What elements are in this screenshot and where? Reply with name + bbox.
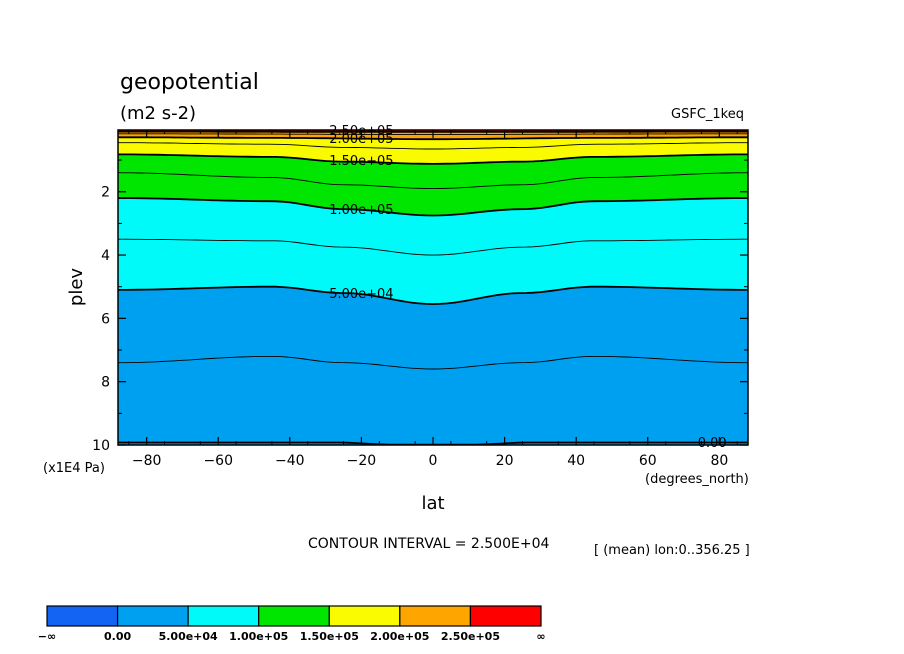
- colorbar-label: ∞: [536, 630, 545, 643]
- y-axis-label: plev: [66, 268, 87, 307]
- contour-label: 1.50e+05: [329, 154, 393, 169]
- x-axis-ticks: −80 −60 −40 −20 0 20 40 60 80: [128, 130, 738, 469]
- colorbar-label: 5.00e+04: [159, 630, 218, 643]
- x-tick-label: 0: [429, 453, 438, 469]
- x-axis-units: (degrees_north): [645, 472, 749, 487]
- contour-line-200000: [118, 136, 748, 141]
- chart-units: (m2 s-2): [120, 103, 196, 124]
- contour-labels: 2.50e+052.00e+051.50e+051.00e+055.00e+04…: [329, 124, 726, 451]
- colorbar-swatch: [116, 605, 189, 627]
- colorbar-swatch: [187, 605, 260, 627]
- colorbar-swatch: [328, 605, 401, 627]
- x-axis-label: lat: [421, 493, 444, 514]
- contour-line-50000: [118, 285, 748, 306]
- filled-contours: [118, 130, 748, 445]
- contour-line-75000: [118, 238, 748, 256]
- contour-line-100000: [118, 197, 748, 217]
- x-tick-label: −60: [203, 453, 233, 469]
- contour-label: 2.00e+05: [329, 132, 393, 147]
- colorbar-swatch: [258, 605, 330, 627]
- colorbar-label: 1.00e+05: [229, 630, 288, 643]
- contour-line-150000: [118, 153, 748, 165]
- y-tick-label: 10: [92, 438, 110, 454]
- y-axis-ticks: 2 4 6 8 10: [92, 159, 748, 454]
- x-tick-label: 20: [496, 453, 514, 469]
- contour-line-25000: [118, 355, 748, 370]
- x-tick-label: −80: [132, 453, 162, 469]
- x-tick-label: 40: [567, 453, 585, 469]
- band-above-250000: [118, 130, 748, 132]
- colorbar-label: 2.50e+05: [441, 630, 500, 643]
- y-tick-label: 8: [101, 375, 110, 391]
- colorbar-swatch: [46, 605, 119, 627]
- colorbar-swatch: [399, 605, 472, 627]
- x-tick-label: 80: [710, 453, 728, 469]
- contour-line-175000: [118, 142, 748, 150]
- x-tick-label: −40: [275, 453, 305, 469]
- colorbar-swatch: [469, 605, 542, 627]
- chart-title: geopotential: [120, 70, 259, 95]
- colorbar-label: 2.00e+05: [370, 630, 429, 643]
- contour-line-125000: [118, 172, 748, 190]
- mean-note: [ (mean) lon:0..356.25 ]: [594, 543, 750, 558]
- colorbar-label: −∞: [38, 630, 56, 643]
- contour-label: 0.00: [698, 436, 727, 451]
- y-tick-label: 6: [101, 311, 110, 327]
- dataset-name: GSFC_1keq: [671, 107, 744, 122]
- y-tick-label: 2: [101, 185, 110, 201]
- contour-label: 5.00e+04: [329, 287, 393, 302]
- colorbar: −∞ 0.00 5.00e+04 1.00e+05 1.50e+05 2.00e+05 2.…: [38, 605, 546, 643]
- x-tick-label: −20: [347, 453, 377, 469]
- contour-interval: CONTOUR INTERVAL = 2.500E+04: [308, 536, 549, 552]
- x-tick-label: 60: [639, 453, 657, 469]
- colorbar-label: 1.50e+05: [300, 630, 359, 643]
- contour-label: 1.00e+05: [329, 203, 393, 218]
- colorbar-label: 0.00: [104, 630, 131, 643]
- y-tick-label: 4: [101, 248, 110, 264]
- y-axis-units: (x1E4 Pa): [43, 461, 105, 476]
